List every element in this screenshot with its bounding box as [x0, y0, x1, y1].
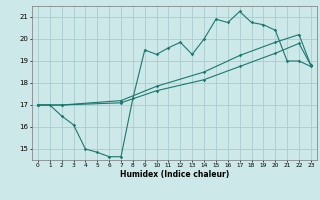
- X-axis label: Humidex (Indice chaleur): Humidex (Indice chaleur): [120, 170, 229, 179]
